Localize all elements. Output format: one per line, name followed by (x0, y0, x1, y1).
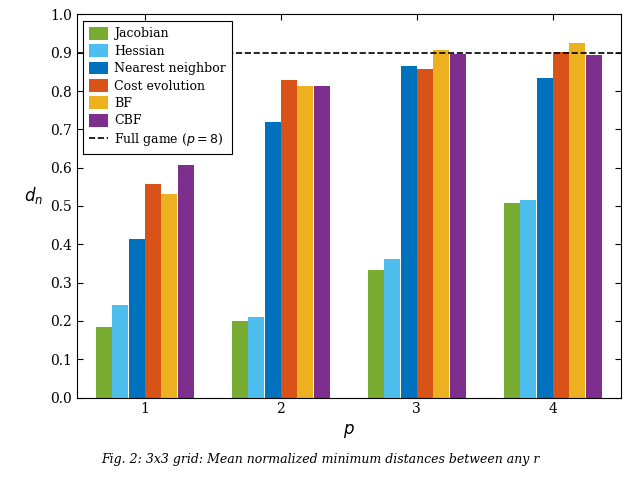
Text: Fig. 2: 3x3 grid: Mean normalized minimum distances between any r: Fig. 2: 3x3 grid: Mean normalized minimu… (101, 453, 539, 467)
Bar (178, 165, 193, 398)
Bar (520, 200, 536, 398)
Bar (433, 50, 449, 398)
Bar (537, 79, 552, 398)
Bar (145, 184, 161, 398)
Bar (314, 86, 330, 398)
Bar (570, 43, 585, 398)
Bar (450, 54, 465, 398)
Bar (96, 327, 112, 398)
Bar (248, 317, 264, 398)
Bar (504, 203, 520, 398)
Bar (281, 80, 297, 398)
Bar (298, 86, 313, 398)
Bar (265, 123, 280, 398)
Bar (113, 305, 128, 398)
Bar (385, 259, 400, 398)
Bar (161, 194, 177, 398)
X-axis label: $p$: $p$ (343, 422, 355, 440)
Bar (586, 55, 602, 398)
Legend: Jacobian, Hessian, Nearest neighbor, Cost evolution, BF, CBF, Full game ($p = 8$: Jacobian, Hessian, Nearest neighbor, Cos… (83, 21, 232, 154)
Y-axis label: $d_n$: $d_n$ (24, 185, 43, 206)
Full game ($p = 8$) (141, 50, 148, 56)
Bar (417, 69, 433, 398)
Bar (368, 270, 384, 398)
Bar (232, 321, 248, 398)
Full game ($p = 8$) (5, 50, 13, 56)
Bar (401, 67, 417, 398)
Bar (129, 239, 145, 398)
Bar (553, 52, 569, 398)
